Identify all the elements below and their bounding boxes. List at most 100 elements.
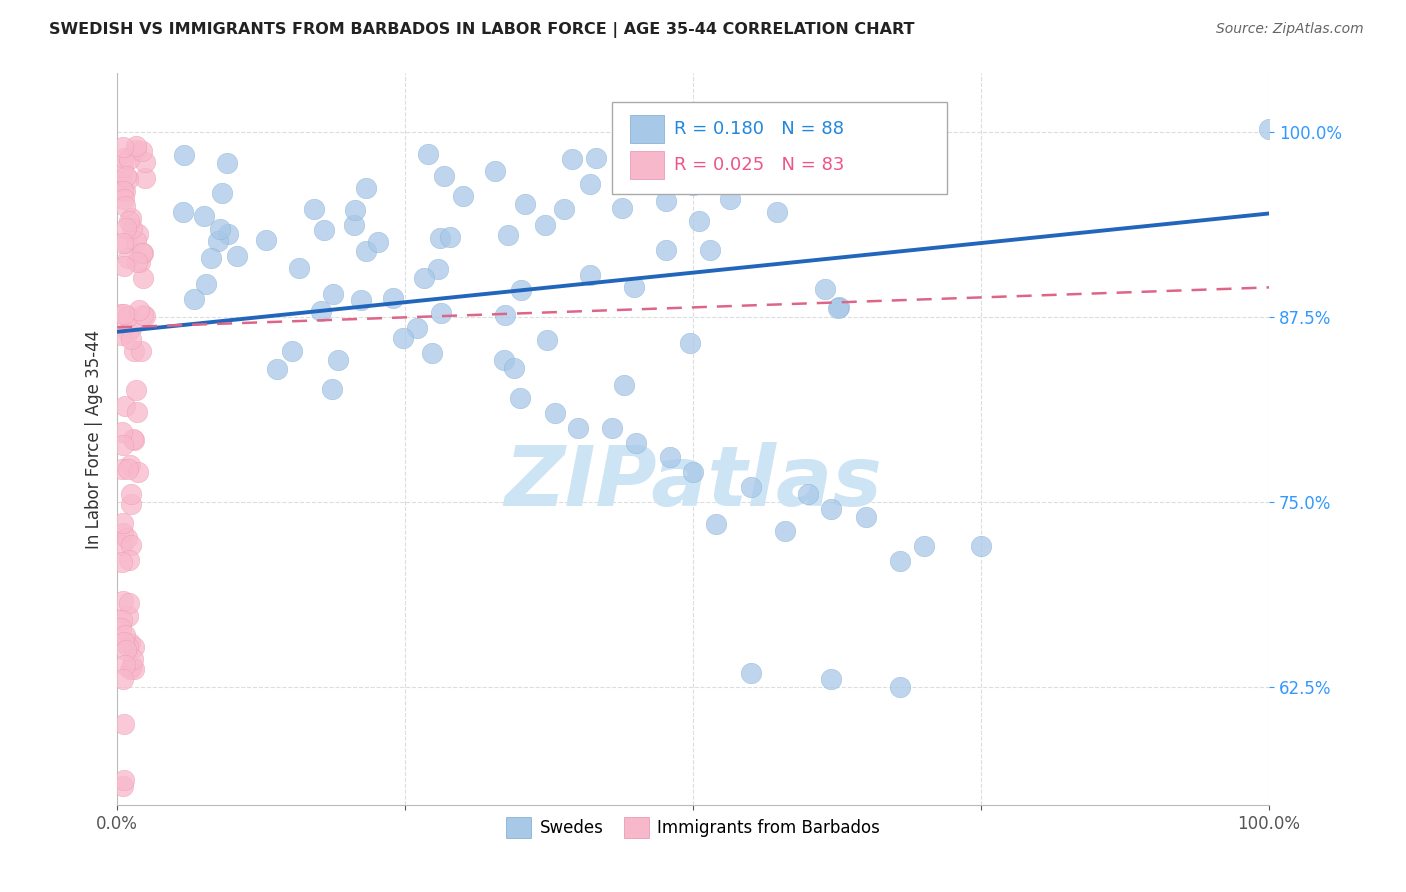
Point bbox=[688, 213, 710, 227]
Point bbox=[350, 293, 373, 307]
Point bbox=[496, 228, 519, 243]
Point bbox=[115, 221, 138, 235]
Text: R = 0.180   N = 88: R = 0.180 N = 88 bbox=[673, 120, 844, 137]
Point bbox=[111, 556, 134, 570]
Legend: Swedes, Immigrants from Barbados: Swedes, Immigrants from Barbados bbox=[499, 811, 887, 844]
Point bbox=[114, 628, 136, 642]
Point bbox=[114, 657, 136, 672]
Point bbox=[679, 336, 702, 351]
Point bbox=[111, 673, 134, 687]
Point bbox=[112, 192, 135, 206]
Point bbox=[120, 332, 142, 346]
Text: R = 0.025   N = 83: R = 0.025 N = 83 bbox=[673, 156, 844, 174]
Point bbox=[112, 161, 135, 175]
Point bbox=[193, 209, 215, 223]
Point bbox=[553, 202, 575, 217]
Point bbox=[111, 425, 134, 439]
Point bbox=[613, 378, 636, 392]
Point bbox=[406, 321, 429, 335]
Point bbox=[115, 642, 138, 657]
Point bbox=[623, 280, 645, 294]
Point bbox=[855, 509, 877, 524]
FancyBboxPatch shape bbox=[613, 103, 946, 194]
Point bbox=[766, 205, 789, 219]
Point bbox=[813, 282, 835, 296]
Point bbox=[354, 181, 377, 195]
Point bbox=[110, 307, 132, 321]
Point bbox=[302, 202, 325, 216]
Point bbox=[118, 663, 141, 677]
Point bbox=[125, 384, 148, 398]
Point bbox=[117, 609, 139, 624]
Point bbox=[509, 283, 531, 297]
Point bbox=[659, 450, 682, 465]
Point bbox=[614, 145, 637, 159]
Text: SWEDISH VS IMMIGRANTS FROM BARBADOS IN LABOR FORCE | AGE 35-44 CORRELATION CHART: SWEDISH VS IMMIGRANTS FROM BARBADOS IN L… bbox=[49, 22, 915, 38]
Point bbox=[718, 192, 741, 206]
Point bbox=[111, 173, 134, 187]
Point bbox=[314, 222, 336, 236]
Point bbox=[117, 172, 139, 186]
Point bbox=[579, 177, 602, 191]
Point bbox=[699, 244, 721, 258]
Point bbox=[321, 382, 343, 396]
Point bbox=[112, 438, 135, 452]
Point bbox=[118, 553, 141, 567]
Point bbox=[111, 140, 134, 154]
Point bbox=[381, 291, 404, 305]
Point bbox=[827, 301, 849, 315]
Y-axis label: In Labor Force | Age 35-44: In Labor Force | Age 35-44 bbox=[86, 329, 103, 549]
Point bbox=[797, 487, 820, 501]
Point bbox=[288, 261, 311, 276]
Point bbox=[127, 405, 149, 419]
Point bbox=[367, 235, 389, 249]
Point bbox=[122, 640, 145, 655]
Point bbox=[426, 262, 449, 277]
Point bbox=[429, 231, 451, 245]
Point bbox=[254, 233, 277, 247]
Point bbox=[430, 306, 453, 320]
Point bbox=[439, 229, 461, 244]
Point bbox=[112, 516, 135, 531]
Point bbox=[266, 361, 288, 376]
Point bbox=[322, 287, 344, 301]
Point bbox=[120, 211, 142, 226]
Point bbox=[889, 680, 911, 694]
Point bbox=[117, 640, 139, 655]
Point bbox=[131, 144, 153, 158]
Point bbox=[124, 143, 146, 157]
Point bbox=[121, 658, 143, 673]
Point bbox=[114, 399, 136, 413]
Point bbox=[775, 524, 797, 539]
Point bbox=[114, 185, 136, 199]
Point bbox=[173, 147, 195, 161]
Point bbox=[118, 214, 141, 228]
Point bbox=[484, 163, 506, 178]
Point bbox=[827, 300, 849, 314]
Point bbox=[120, 321, 142, 335]
Point bbox=[889, 554, 911, 568]
Point bbox=[494, 353, 516, 368]
Point bbox=[707, 149, 730, 163]
Point bbox=[503, 360, 526, 375]
Point bbox=[111, 779, 134, 793]
Point bbox=[121, 432, 143, 446]
Point bbox=[811, 156, 834, 170]
Point bbox=[226, 249, 249, 263]
Point bbox=[585, 151, 607, 165]
Point bbox=[117, 531, 139, 545]
Point bbox=[122, 434, 145, 448]
Point bbox=[122, 662, 145, 676]
Point bbox=[125, 234, 148, 248]
Point bbox=[117, 251, 139, 265]
Point bbox=[354, 244, 377, 258]
Point bbox=[112, 259, 135, 273]
Point bbox=[217, 227, 239, 241]
Point bbox=[655, 243, 678, 257]
Point bbox=[281, 343, 304, 358]
Point bbox=[112, 635, 135, 649]
Point bbox=[433, 169, 456, 184]
Point bbox=[515, 197, 537, 211]
Point bbox=[131, 343, 153, 358]
Point bbox=[134, 155, 156, 169]
